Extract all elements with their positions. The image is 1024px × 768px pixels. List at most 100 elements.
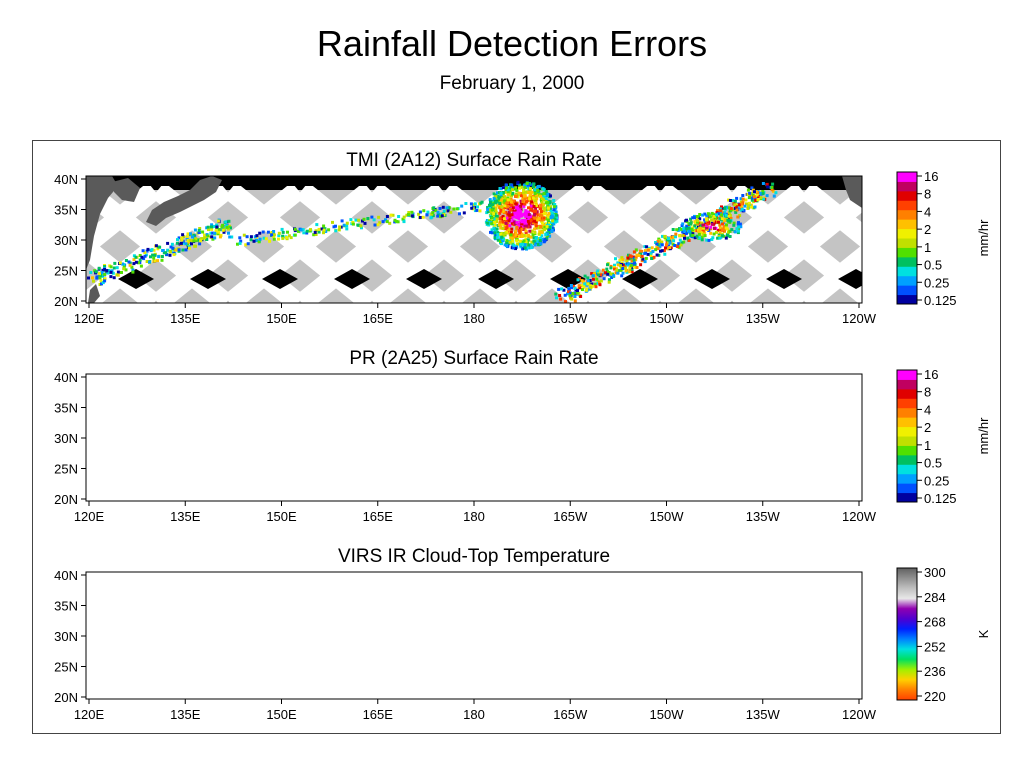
colorbar-segment <box>897 426 917 437</box>
rain-cell <box>530 422 533 425</box>
rain-cell <box>522 604 525 607</box>
rain-cell <box>521 220 524 224</box>
cloud-cell <box>225 595 232 599</box>
rain-cell <box>527 198 531 202</box>
rain-cell <box>534 409 537 412</box>
rain-cell <box>596 273 600 277</box>
cloud-cell <box>834 655 841 659</box>
rain-cell <box>315 223 319 227</box>
rain-cell <box>145 249 149 253</box>
rain-cell <box>260 611 263 614</box>
rain-cell <box>539 629 542 632</box>
rain-cell <box>676 245 680 248</box>
rain-cell <box>529 422 532 425</box>
rain-cell <box>589 286 593 289</box>
rain-cell <box>406 403 409 406</box>
cloud-cell <box>340 637 347 641</box>
rain-cell <box>174 248 178 252</box>
rain-cell <box>176 637 179 640</box>
rain-cell <box>671 422 674 425</box>
rain-cell <box>735 196 739 200</box>
rain-cell <box>124 606 127 609</box>
rain-cell <box>254 605 257 608</box>
rain-cell <box>703 231 707 235</box>
rain-cell <box>320 589 323 592</box>
cloud-cell <box>626 644 633 648</box>
rain-cell <box>160 258 164 262</box>
rain-cell <box>440 212 444 216</box>
rain-cell <box>534 421 537 424</box>
rain-cell <box>565 627 568 630</box>
cloud-cell <box>247 603 254 607</box>
rain-cell <box>138 653 141 656</box>
rain-cell <box>533 199 537 203</box>
rain-cell <box>99 279 103 283</box>
rain-cell <box>532 644 535 647</box>
rain-cell <box>172 632 175 635</box>
rain-cell <box>167 605 170 608</box>
rain-cell <box>591 274 595 278</box>
rain-cell <box>322 224 326 228</box>
rain-cell <box>92 613 95 616</box>
rain-cell <box>508 607 511 610</box>
rain-cell <box>520 222 524 226</box>
cloud-cell <box>110 622 117 626</box>
rain-cell <box>97 266 101 270</box>
cloud-cell <box>664 598 671 602</box>
rain-cell <box>174 678 177 681</box>
rain-cell <box>556 596 559 599</box>
rain-cell <box>310 590 313 593</box>
rain-cell <box>195 605 198 608</box>
rain-cell <box>92 626 95 629</box>
cloud-cell <box>542 625 549 629</box>
cloud-cell <box>100 599 107 603</box>
rain-cell <box>527 408 530 411</box>
rain-cell <box>121 262 124 266</box>
cloud-cell <box>182 639 189 643</box>
rain-cell <box>245 604 248 607</box>
rain-cell <box>523 397 526 400</box>
rain-cell <box>569 284 573 287</box>
rain-cell <box>505 239 509 243</box>
rain-cell <box>460 204 464 208</box>
cloud-cell <box>834 622 841 626</box>
cloud-cell <box>168 590 175 594</box>
rain-cell <box>499 619 502 622</box>
rain-cell <box>80 628 83 631</box>
rain-cell <box>516 242 519 246</box>
rain-cell <box>149 643 152 646</box>
cloud-cell <box>822 583 829 587</box>
rain-cell <box>515 239 519 243</box>
cloud-cell <box>614 604 621 608</box>
cloud-cell <box>833 676 840 680</box>
rain-cell <box>495 605 498 608</box>
cloud-cell <box>566 611 573 615</box>
rain-cell <box>508 416 511 419</box>
cloud-cell <box>780 595 787 599</box>
cloud-cell <box>747 630 754 634</box>
rain-cell <box>678 428 681 431</box>
rain-cell <box>543 238 547 242</box>
rain-cell <box>506 402 509 405</box>
rain-cell <box>521 225 524 229</box>
rain-cell <box>132 630 135 633</box>
cloud-cell <box>677 665 684 669</box>
rain-cell <box>89 627 92 630</box>
rain-cell <box>462 399 465 402</box>
rain-cell <box>538 402 541 405</box>
rain-cell <box>529 207 533 211</box>
rain-cell <box>524 410 527 413</box>
rain-cell <box>512 403 515 406</box>
rain-cell <box>127 635 130 638</box>
rain-cell <box>532 403 535 406</box>
rain-cell <box>701 415 704 418</box>
rain-cell <box>657 253 661 257</box>
rain-cell <box>506 584 509 587</box>
rain-cell <box>385 220 389 224</box>
rain-cell <box>141 678 144 681</box>
rain-cell <box>124 268 128 272</box>
rain-cell <box>286 409 289 412</box>
rain-cell <box>182 241 186 245</box>
rain-cell <box>492 603 495 606</box>
cloud-cell <box>656 665 663 669</box>
